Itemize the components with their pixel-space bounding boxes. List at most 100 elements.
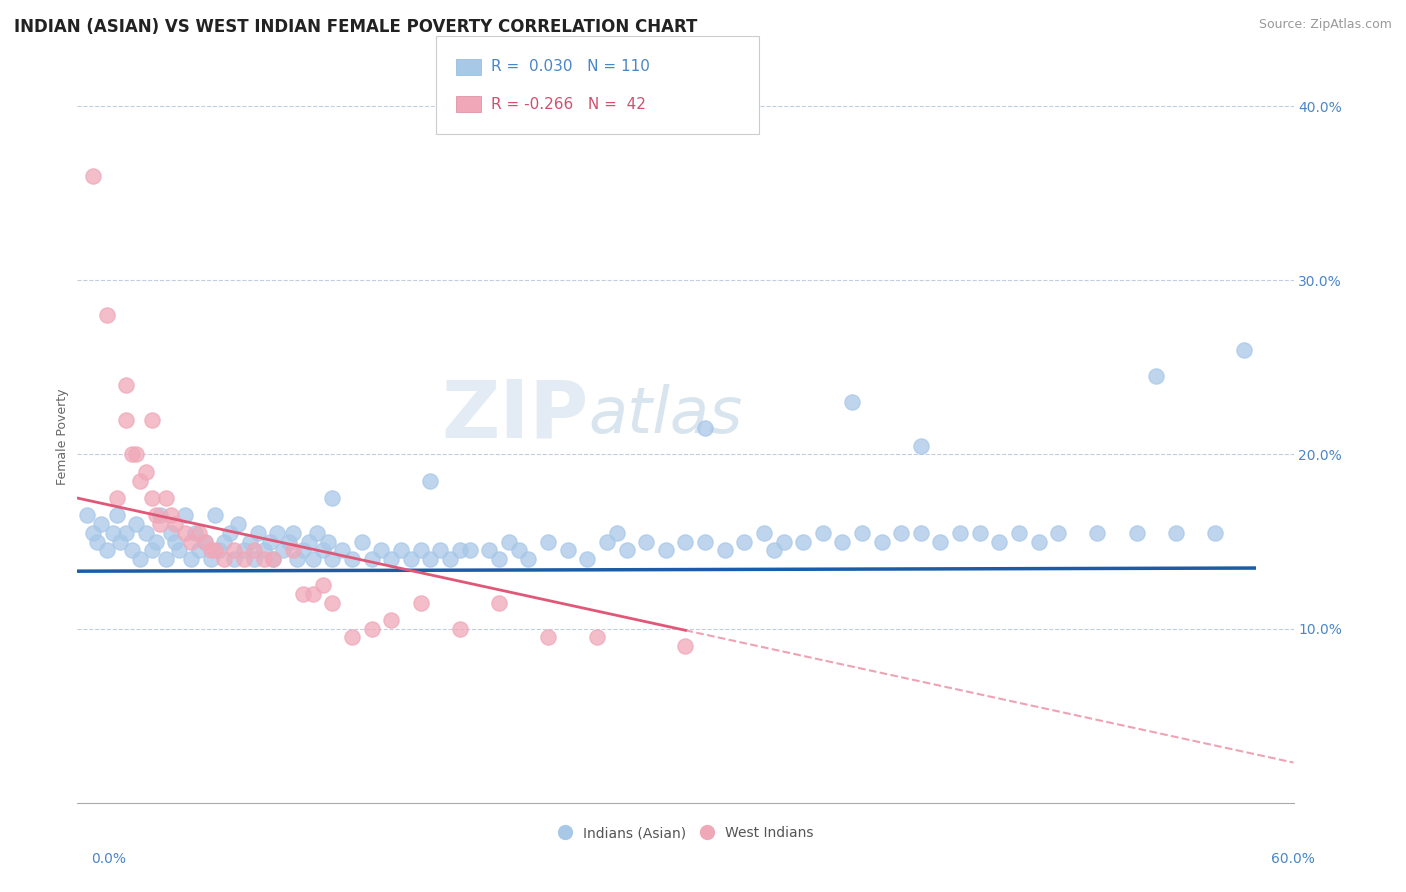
Point [207, 543, 229, 558]
Point [96, 308, 118, 322]
Point [271, 543, 294, 558]
Point [121, 543, 143, 558]
Point [409, 595, 432, 609]
Point [285, 552, 308, 566]
Point [596, 534, 619, 549]
Point [616, 543, 638, 558]
Point [488, 552, 510, 566]
Point [298, 534, 321, 549]
Point [145, 534, 167, 549]
Point [429, 543, 451, 558]
Text: ZIP: ZIP [441, 376, 588, 454]
Point [125, 517, 148, 532]
Point [239, 534, 262, 549]
Text: R = -0.266   N =  42: R = -0.266 N = 42 [491, 97, 645, 112]
Point [1204, 525, 1226, 540]
Point [498, 534, 520, 549]
Point [194, 534, 217, 549]
Point [1085, 525, 1108, 540]
Point [318, 534, 340, 549]
Point [321, 552, 343, 566]
Point [811, 525, 834, 540]
Point [160, 525, 183, 540]
Point [305, 525, 328, 540]
Point [321, 491, 343, 505]
Point [1028, 534, 1050, 549]
Point [180, 552, 202, 566]
Point [517, 552, 540, 566]
Point [419, 474, 441, 488]
Point [141, 491, 163, 505]
Text: INDIAN (ASIAN) VS WEST INDIAN FEMALE POVERTY CORRELATION CHART: INDIAN (ASIAN) VS WEST INDIAN FEMALE POV… [14, 18, 697, 36]
Point [439, 552, 461, 566]
Point [115, 525, 138, 540]
Legend: Indians (Asian), West Indians: Indians (Asian), West Indians [551, 819, 820, 847]
Point [86, 534, 108, 549]
Text: 60.0%: 60.0% [1271, 852, 1315, 866]
Point [1144, 369, 1167, 384]
Point [399, 552, 422, 566]
Point [291, 587, 314, 601]
Point [101, 525, 124, 540]
Point [586, 631, 609, 645]
Point [233, 543, 256, 558]
Point [488, 595, 510, 609]
Point [165, 534, 187, 549]
Point [557, 543, 579, 558]
Point [409, 543, 432, 558]
Point [155, 491, 177, 505]
Point [929, 534, 952, 549]
Point [96, 543, 118, 558]
Point [266, 525, 288, 540]
Point [537, 631, 560, 645]
Point [194, 534, 217, 549]
Point [141, 412, 163, 426]
Point [135, 465, 157, 479]
Point [263, 552, 285, 566]
Point [226, 517, 249, 532]
Point [988, 534, 1011, 549]
Point [174, 525, 197, 540]
Point [340, 552, 363, 566]
Text: atlas: atlas [588, 384, 742, 446]
Point [910, 439, 932, 453]
Point [243, 552, 266, 566]
Point [82, 525, 104, 540]
Point [330, 543, 353, 558]
Point [733, 534, 755, 549]
Point [693, 421, 716, 435]
Point [246, 525, 269, 540]
Point [76, 508, 98, 523]
Point [184, 525, 207, 540]
Point [263, 552, 285, 566]
Point [200, 543, 222, 558]
Point [301, 552, 323, 566]
Point [243, 543, 266, 558]
Point [149, 517, 172, 532]
Point [224, 552, 246, 566]
Point [110, 534, 132, 549]
Point [224, 543, 246, 558]
Point [350, 534, 373, 549]
Point [115, 377, 138, 392]
Point [449, 543, 471, 558]
Point [389, 543, 412, 558]
Point [576, 552, 599, 566]
Point [129, 552, 152, 566]
Text: 0.0%: 0.0% [91, 852, 127, 866]
Point [281, 525, 304, 540]
Point [1233, 343, 1256, 357]
Point [121, 448, 143, 462]
Point [380, 613, 402, 627]
Point [115, 412, 138, 426]
Point [129, 474, 152, 488]
Point [105, 508, 128, 523]
Point [675, 534, 697, 549]
Point [969, 525, 991, 540]
Point [762, 543, 785, 558]
Point [360, 622, 382, 636]
Point [419, 552, 441, 566]
Point [281, 543, 304, 558]
Point [174, 508, 197, 523]
Point [693, 534, 716, 549]
